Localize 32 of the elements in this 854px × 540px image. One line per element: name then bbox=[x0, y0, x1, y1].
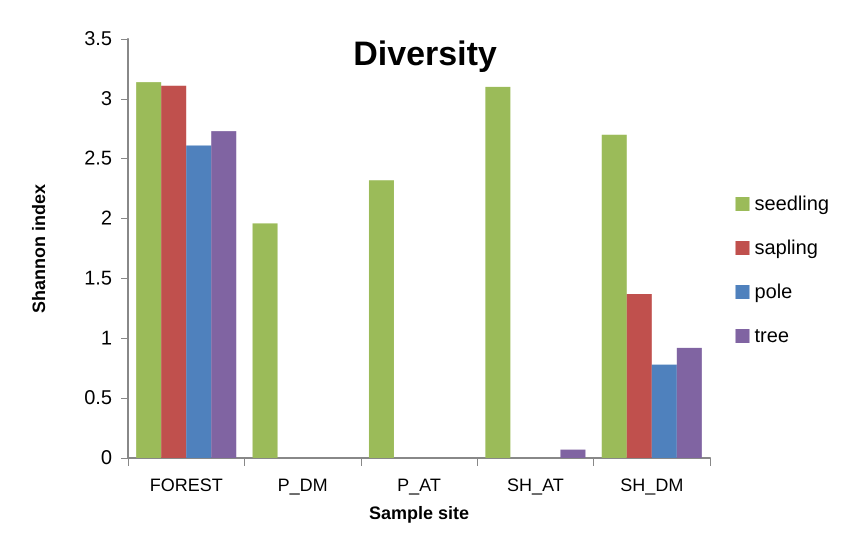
chart-title: Diversity bbox=[353, 35, 497, 73]
x-tick-label: P_AT bbox=[397, 475, 441, 495]
bar bbox=[602, 134, 627, 458]
bar bbox=[652, 364, 677, 458]
x-tick-label: SH_AT bbox=[507, 475, 564, 495]
bar bbox=[136, 82, 162, 458]
x-tick-label: SH_DM bbox=[620, 475, 684, 495]
y-tick-label: 3.5 bbox=[84, 28, 112, 50]
y-tick-label: 3 bbox=[100, 88, 112, 110]
bar bbox=[161, 86, 186, 458]
bar bbox=[186, 146, 212, 458]
legend-label: tree bbox=[754, 325, 789, 347]
bar bbox=[252, 223, 278, 458]
y-tick-label: 2 bbox=[100, 208, 112, 230]
x-tick-label: FOREST bbox=[150, 475, 223, 495]
legend-label: pole bbox=[754, 281, 792, 303]
y-axis-title: Shannon index bbox=[29, 184, 49, 314]
bar bbox=[211, 131, 236, 458]
y-tick-label: 1.5 bbox=[84, 267, 112, 290]
y-tick-label: 0.5 bbox=[84, 387, 112, 410]
y-tick-label: 0 bbox=[100, 447, 112, 469]
bar bbox=[368, 180, 394, 458]
y-tick-label: 1 bbox=[100, 327, 112, 350]
bar bbox=[485, 86, 510, 458]
bar bbox=[626, 294, 652, 458]
x-tick-label: P_DM bbox=[278, 475, 328, 495]
bar bbox=[560, 450, 586, 458]
y-tick-label: 2.5 bbox=[84, 148, 112, 170]
legend-label: sapling bbox=[754, 237, 818, 259]
bar bbox=[676, 348, 702, 458]
legend-label: seedling bbox=[754, 193, 830, 215]
x-axis-title: Sample site bbox=[368, 503, 470, 523]
